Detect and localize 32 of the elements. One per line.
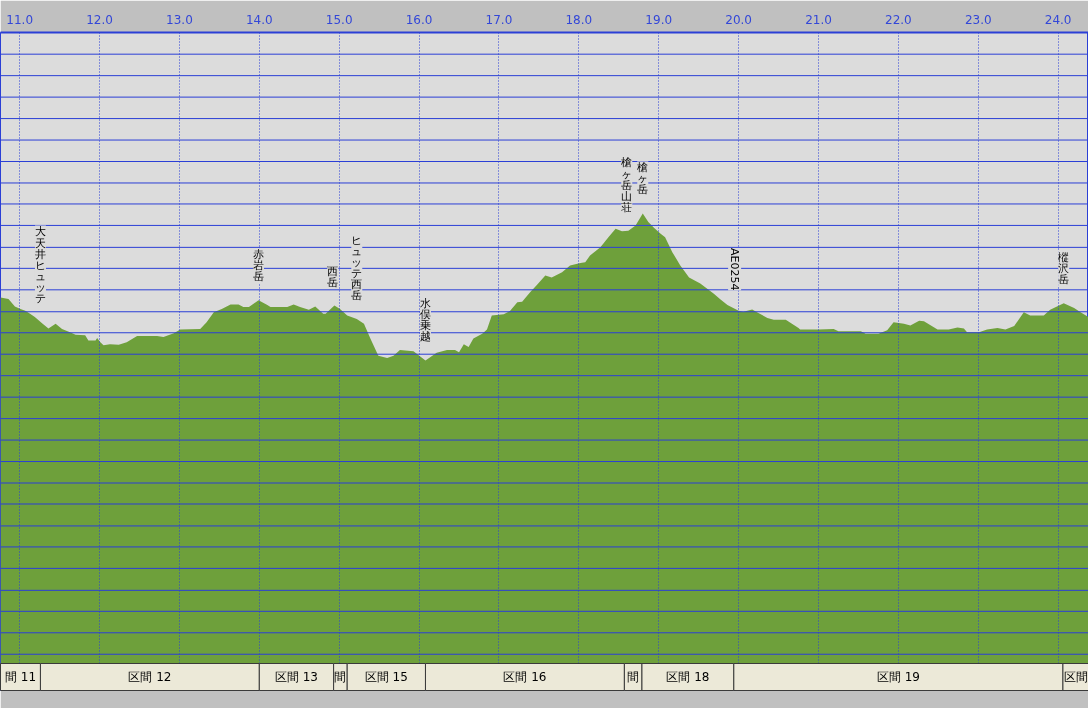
- x-tick-label: 22.0: [885, 12, 912, 27]
- x-tick-label: 13.0: [166, 12, 193, 27]
- x-tick-label: 11.0: [6, 12, 34, 27]
- band-label: 区間 18: [666, 670, 710, 684]
- band-label: 区間 15: [364, 670, 408, 684]
- annotation: AE0254: [728, 248, 742, 291]
- x-tick-label: 20.0: [725, 12, 752, 27]
- x-tick-label: 17.0: [485, 12, 513, 27]
- annotation: 水俣乗越: [419, 297, 431, 344]
- x-tick-label: 12.0: [86, 12, 113, 27]
- annotation: ヒュッテ西岳: [351, 233, 363, 302]
- annotation: 大天井ヒュッテ: [34, 225, 46, 305]
- band-label: 間 11: [4, 670, 37, 684]
- band-label: 区間 12: [128, 670, 172, 684]
- band-label: 間: [334, 670, 347, 684]
- band-label: 区間 19: [876, 670, 920, 684]
- x-tick-label: 18.0: [565, 12, 593, 27]
- x-tick-label: 24.0: [1044, 12, 1072, 27]
- band-label: 区間 13: [274, 670, 319, 684]
- x-tick-label: 16.0: [405, 12, 433, 27]
- x-tick-label: 23.0: [964, 12, 992, 27]
- annotation: 槍ヶ岳山荘: [621, 156, 633, 214]
- x-tick-label: 19.0: [645, 12, 673, 27]
- x-tick-label: 21.0: [805, 12, 832, 27]
- x-tick-label: 14.0: [245, 12, 273, 27]
- x-tick-label: 15.0: [325, 12, 353, 27]
- band-label: 間: [627, 670, 640, 684]
- annotation: 赤岩岳: [253, 248, 265, 284]
- annotation: 西岳: [327, 264, 339, 289]
- band-label: 区間 16: [503, 670, 547, 684]
- annotation: 槍ヶ岳: [637, 161, 649, 197]
- band-label: 区間: [1063, 670, 1088, 684]
